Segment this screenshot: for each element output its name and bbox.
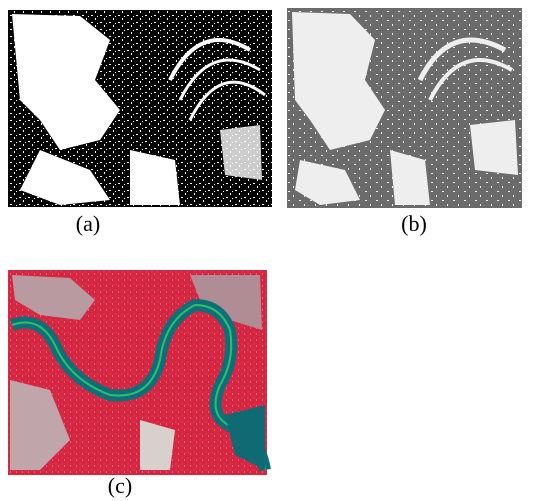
caption: (c) — [108, 473, 132, 498]
figure: (a) (b) (c) — [0, 0, 536, 501]
image-c — [8, 270, 267, 475]
caption: (a) — [76, 211, 100, 236]
image-b — [287, 8, 522, 208]
figure-canvas: (a) (b) (c) — [0, 0, 536, 501]
image-a — [8, 10, 272, 207]
caption: (b) — [401, 211, 427, 236]
